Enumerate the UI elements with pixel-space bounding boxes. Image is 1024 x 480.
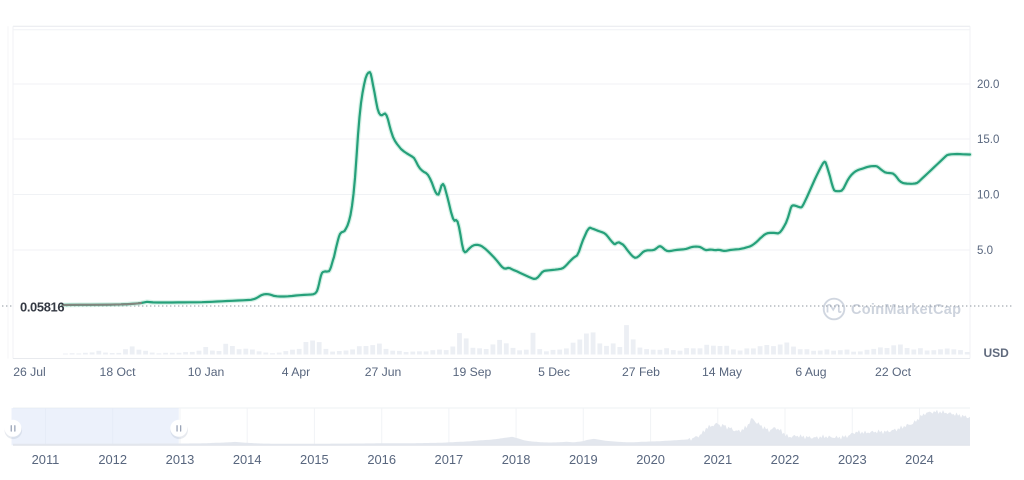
svg-text:2024: 2024 [905,452,934,467]
svg-text:CoinMarketCap: CoinMarketCap [851,302,961,318]
svg-text:2023: 2023 [838,452,867,467]
svg-text:2014: 2014 [233,452,262,467]
svg-text:USD: USD [984,346,1010,360]
svg-text:14 May: 14 May [702,365,743,379]
svg-text:10 Jan: 10 Jan [188,365,225,379]
svg-text:15.0: 15.0 [977,134,999,146]
svg-text:2015: 2015 [300,452,329,467]
svg-text:0.05816: 0.05816 [20,300,64,315]
svg-text:5 Dec: 5 Dec [538,365,570,379]
svg-text:2012: 2012 [98,452,127,467]
svg-text:2011: 2011 [32,452,60,467]
svg-text:2022: 2022 [771,452,800,467]
svg-text:2021: 2021 [703,452,732,467]
svg-text:27 Jun: 27 Jun [365,365,402,379]
svg-text:2013: 2013 [166,452,195,467]
svg-text:2019: 2019 [569,452,598,467]
svg-text:2020: 2020 [636,452,665,467]
svg-text:20.0: 20.0 [977,79,999,91]
svg-text:2017: 2017 [435,452,464,467]
svg-text:4 Apr: 4 Apr [282,365,310,379]
svg-text:27 Feb: 27 Feb [622,365,660,379]
svg-text:19 Sep: 19 Sep [453,365,492,379]
svg-text:18 Oct: 18 Oct [100,365,137,379]
svg-text:6 Aug: 6 Aug [795,365,826,379]
svg-text:2018: 2018 [502,452,531,467]
svg-text:5.0: 5.0 [977,245,993,257]
svg-text:10.0: 10.0 [977,190,999,202]
svg-text:26 Jul: 26 Jul [13,365,46,379]
svg-text:22 Oct: 22 Oct [875,365,912,379]
svg-text:2016: 2016 [367,452,396,467]
